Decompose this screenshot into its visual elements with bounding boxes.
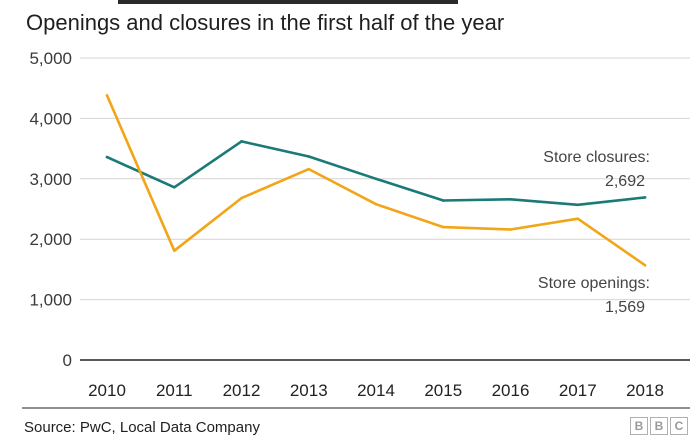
data-point [509, 228, 512, 231]
data-point [172, 249, 176, 252]
source-note: Source: PwC, Local Data Company [24, 419, 260, 436]
closures-label-value: 2,692 [605, 173, 645, 190]
x-tick-label: 2010 [88, 381, 126, 400]
series-line-store-openings [105, 94, 647, 267]
openings-label-value: 1,569 [605, 299, 645, 316]
x-tick-label: 2012 [223, 381, 261, 400]
y-axis-ticks: 0 1,000 2,000 3,000 4,000 5,000 [29, 49, 72, 370]
x-tick-label: 2018 [626, 381, 664, 400]
data-point [643, 263, 647, 267]
cropped-title-remnant [118, 0, 458, 4]
y-tick-label: 2,000 [29, 230, 72, 249]
data-point [307, 167, 311, 171]
x-tick-label: 2015 [424, 381, 462, 400]
data-point [576, 217, 580, 220]
chart-subtitle: Openings and closures in the first half … [26, 10, 504, 35]
data-point [441, 199, 445, 202]
closures-label-title: Store closures: [543, 149, 650, 166]
bbc-logo-letter: C [670, 417, 688, 435]
y-tick-label: 4,000 [29, 109, 72, 128]
x-tick-label: 2013 [290, 381, 328, 400]
y-tick-label: 5,000 [29, 49, 72, 68]
data-point [240, 196, 243, 200]
data-point [240, 140, 243, 143]
data-point [374, 202, 378, 206]
y-tick-label: 3,000 [29, 170, 72, 189]
x-tick-label: 2017 [559, 381, 597, 400]
series-lines [105, 94, 647, 267]
data-point [172, 185, 176, 189]
data-point [307, 155, 311, 158]
openings-label-title: Store openings: [538, 275, 650, 292]
x-tick-label: 2014 [357, 381, 395, 400]
x-tick-label: 2011 [156, 381, 193, 400]
bbc-logo-letter: B [630, 417, 648, 435]
x-axis-ticks: 2010 2011 2012 2013 2014 2015 2016 2017 2018 [88, 381, 664, 400]
gridlines [80, 57, 690, 361]
bbc-logo: B B C [630, 417, 688, 435]
x-tick-label: 2016 [492, 381, 530, 400]
data-point [576, 203, 580, 207]
data-point [509, 198, 512, 201]
data-point [105, 155, 109, 159]
y-tick-label: 1,000 [29, 291, 72, 310]
bbc-logo-letter: B [650, 417, 668, 435]
data-point [441, 225, 445, 229]
data-point [105, 94, 109, 97]
data-point [374, 177, 378, 181]
y-tick-label: 0 [63, 351, 72, 370]
data-point [643, 196, 647, 199]
